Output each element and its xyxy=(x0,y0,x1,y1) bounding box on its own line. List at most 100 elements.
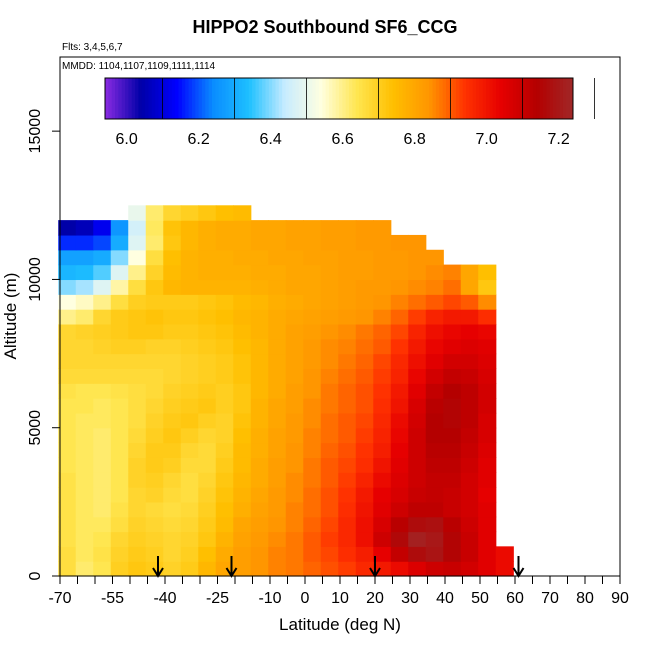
heatmap-cell xyxy=(233,546,252,562)
heatmap-cell xyxy=(443,264,462,281)
colorbar-segment xyxy=(385,78,390,119)
heatmap-cell xyxy=(145,412,164,429)
heatmap-cell xyxy=(93,279,112,295)
heatmap-cell xyxy=(198,398,217,414)
heatmap-cell xyxy=(460,472,479,488)
heatmap-cell xyxy=(180,516,199,533)
heatmap-cell xyxy=(390,427,409,444)
heatmap-cell xyxy=(268,546,287,562)
heatmap-cell xyxy=(268,531,287,547)
heatmap-cell xyxy=(425,546,444,562)
colorbar-segment xyxy=(559,78,564,119)
heatmap-cell xyxy=(110,546,129,562)
heatmap-cell xyxy=(268,412,287,429)
colorbar-segment xyxy=(382,78,387,119)
heatmap-cell xyxy=(478,561,497,577)
colorbar-segment xyxy=(365,78,370,119)
colorbar-segment xyxy=(372,78,377,119)
heatmap-cell xyxy=(338,546,357,562)
heatmap-cell xyxy=(390,457,409,473)
heatmap-cell xyxy=(355,264,374,281)
heatmap-cell xyxy=(460,501,479,518)
heatmap-cell xyxy=(128,501,147,518)
heatmap-cell xyxy=(320,516,339,533)
heatmap-cell xyxy=(233,249,252,266)
heatmap-cell xyxy=(285,531,304,547)
heatmap-cell xyxy=(303,501,322,518)
dates-subtitle: MMDD: 1104,1107,1109,1111,1114 xyxy=(62,61,216,72)
heatmap-cell xyxy=(338,561,357,577)
heatmap-cell xyxy=(215,353,234,369)
heatmap-cell xyxy=(110,294,129,310)
heatmap-cell xyxy=(460,442,479,458)
heatmap-cell xyxy=(355,501,374,518)
heatmap-cell xyxy=(75,234,94,251)
heatmap-cell xyxy=(233,353,252,369)
heatmap-cell xyxy=(443,398,462,414)
colorbar-segment xyxy=(111,78,116,119)
y-tick-label: 0 xyxy=(27,571,44,580)
heatmap-cell xyxy=(268,338,287,355)
heatmap-cell xyxy=(93,323,112,340)
heatmap-cell xyxy=(443,546,462,562)
heatmap-cell xyxy=(163,279,182,295)
heatmap-cell xyxy=(250,249,269,266)
heatmap-cell xyxy=(163,353,182,369)
heatmap-cell xyxy=(408,353,427,369)
heatmap-cell xyxy=(460,561,479,577)
heatmap-cell xyxy=(355,383,374,399)
heatmap-cell xyxy=(338,323,357,340)
heatmap-cell xyxy=(373,501,392,518)
colorbar-segment xyxy=(395,78,400,119)
heatmap-cell xyxy=(268,249,287,266)
heatmap-cell xyxy=(478,457,497,473)
heatmap-cell xyxy=(198,383,217,399)
heatmap-cell xyxy=(250,412,269,429)
colorbar-segment xyxy=(145,78,149,119)
heatmap-cell xyxy=(233,457,252,473)
heatmap-cell xyxy=(180,234,199,251)
heatmap-cell xyxy=(408,383,427,399)
heatmap-cell xyxy=(180,279,199,295)
colorbar-segment xyxy=(211,78,216,119)
heatmap-cell xyxy=(233,368,252,384)
colorbar-segment xyxy=(288,78,293,119)
colorbar-segment xyxy=(248,78,253,119)
heatmap-cell xyxy=(58,338,77,355)
colorbar-segment xyxy=(328,78,333,119)
heatmap-cell xyxy=(303,323,322,340)
heatmap-cell xyxy=(128,294,147,310)
heatmap-cell xyxy=(198,323,217,340)
colorbar-segment xyxy=(278,78,283,119)
heatmap-cell xyxy=(250,353,269,369)
heatmap-cell xyxy=(128,398,147,414)
heatmap-cell xyxy=(390,309,409,325)
heatmap-cell xyxy=(145,338,164,355)
heatmap-cell xyxy=(110,234,129,251)
heatmap-cell xyxy=(128,412,147,429)
heatmap-cell xyxy=(373,472,392,488)
heatmap-cell xyxy=(355,457,374,473)
heatmap-cell xyxy=(355,234,374,251)
heatmap-cell xyxy=(285,264,304,281)
heatmap-cell xyxy=(58,368,77,384)
heatmap-cell xyxy=(373,442,392,458)
heatmap-cell xyxy=(320,546,339,562)
heatmap-cell xyxy=(163,234,182,251)
heatmap-cell xyxy=(198,309,217,325)
heatmap-cell xyxy=(75,501,94,518)
heatmap-cell xyxy=(268,264,287,281)
heatmap-cell xyxy=(425,487,444,503)
heatmap-cell xyxy=(75,309,94,325)
colorbar-segment xyxy=(318,78,323,119)
heatmap-cell xyxy=(285,353,304,369)
heatmap-cell xyxy=(198,249,217,266)
heatmap-cell xyxy=(58,383,77,399)
heatmap-cell xyxy=(180,383,199,399)
heatmap-cell xyxy=(75,442,94,458)
heatmap-cell xyxy=(58,501,77,518)
heatmap-cell xyxy=(460,531,479,547)
heatmap-cell xyxy=(320,294,339,310)
heatmap-cell xyxy=(198,442,217,458)
heatmap-cell xyxy=(303,516,322,533)
